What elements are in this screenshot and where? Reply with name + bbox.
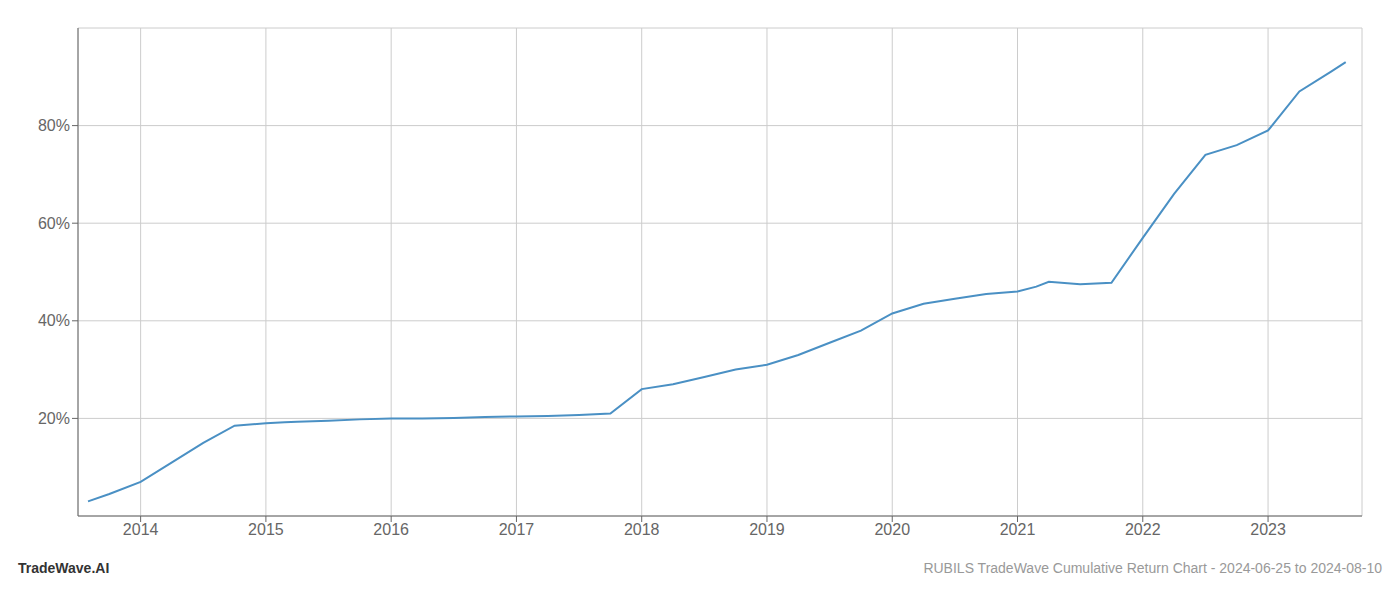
svg-text:2021: 2021 [1000,521,1036,538]
html-text:TradeWave.AI: TradeWave.AI [18,560,110,576]
svg-text:80%: 80% [38,117,70,134]
svg-text:2017: 2017 [499,521,535,538]
svg-text:2015: 2015 [248,521,284,538]
svg-text:40%: 40% [38,312,70,329]
svg-text:2016: 2016 [373,521,409,538]
svg-text:2014: 2014 [123,521,159,538]
svg-text:20%: 20% [38,410,70,427]
svg-text:60%: 60% [38,215,70,232]
html-text:RUBILS TradeWave Cumulative Re: RUBILS TradeWave Cumulative Return Chart… [923,560,1382,576]
svg-text:2018: 2018 [624,521,660,538]
svg-text:2020: 2020 [874,521,910,538]
svg-text:2022: 2022 [1125,521,1161,538]
svg-text:2023: 2023 [1250,521,1286,538]
svg-text:2019: 2019 [749,521,785,538]
